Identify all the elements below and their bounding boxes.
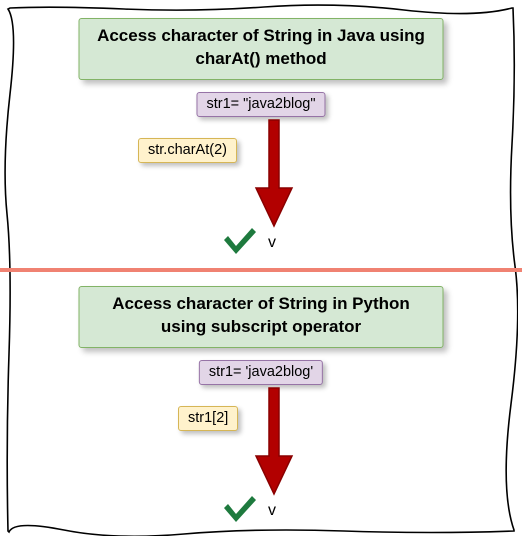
python-method-box: str1[2] — [178, 406, 238, 431]
java-method-box: str.charAt(2) — [138, 138, 237, 163]
java-result-char: v — [268, 234, 276, 252]
python-section: Access character of String in Python usi… — [0, 272, 522, 540]
python-check-icon — [220, 492, 258, 531]
java-check-icon — [220, 224, 258, 263]
java-title-box: Access character of String in Java using… — [79, 18, 444, 80]
diagram-canvas: Access character of String in Java using… — [0, 0, 522, 540]
python-title-box: Access character of String in Python usi… — [79, 286, 444, 348]
python-arrow-icon — [252, 386, 296, 503]
python-result-char: v — [268, 502, 276, 520]
java-section: Access character of String in Java using… — [0, 0, 522, 268]
java-arrow-icon — [252, 118, 296, 235]
python-string-box: str1= 'java2blog' — [199, 360, 323, 385]
java-string-box: str1= "java2blog" — [196, 92, 325, 117]
